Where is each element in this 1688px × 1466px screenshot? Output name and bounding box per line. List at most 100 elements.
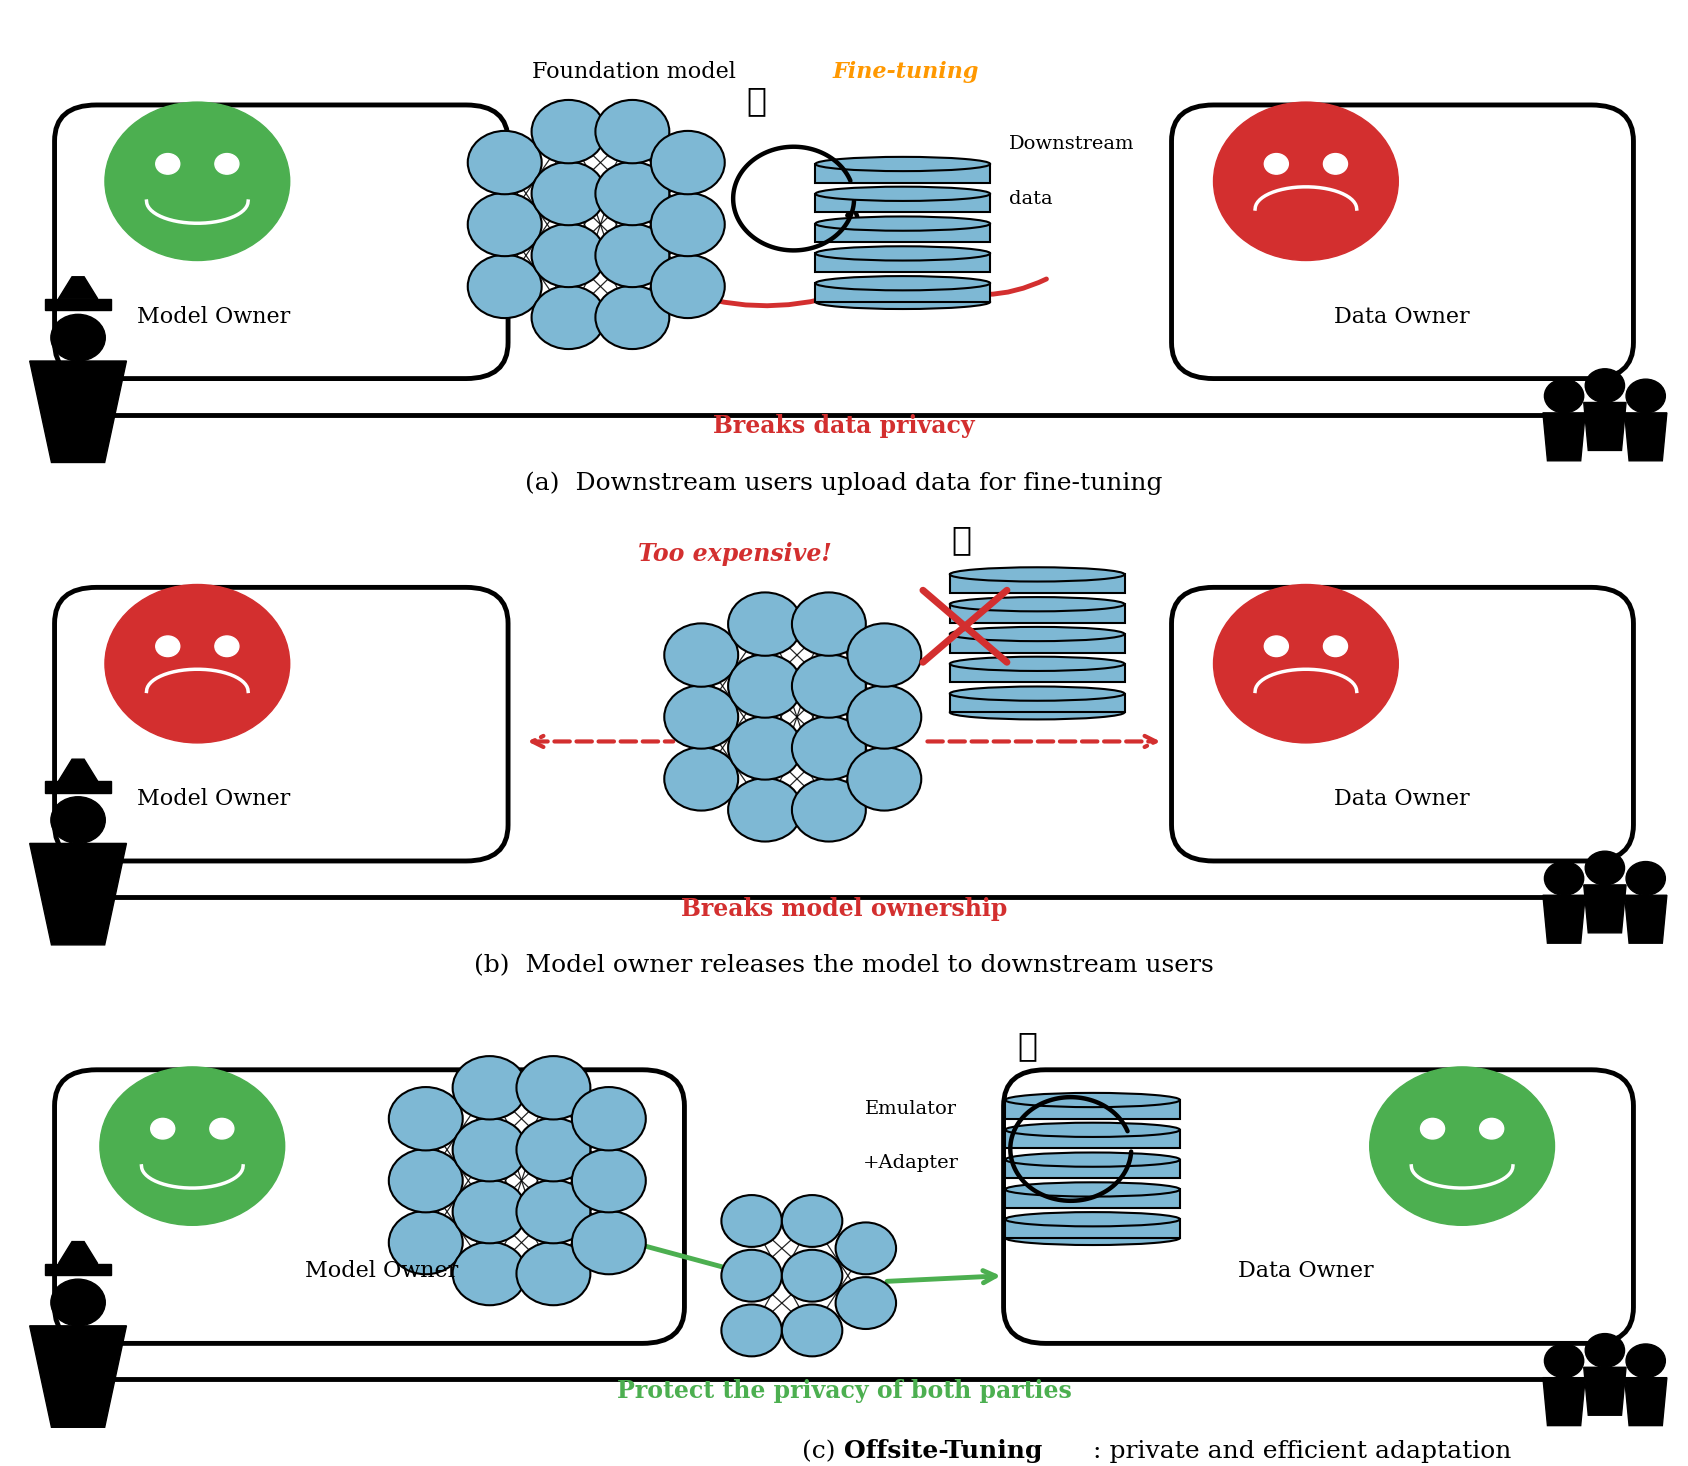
Ellipse shape [1006,1123,1180,1138]
Circle shape [105,103,290,261]
Circle shape [782,1195,842,1248]
Polygon shape [59,277,98,299]
Circle shape [782,1250,842,1302]
Circle shape [1323,154,1347,174]
Circle shape [452,1119,527,1182]
Ellipse shape [950,686,1124,701]
Circle shape [1214,103,1398,261]
Circle shape [652,194,724,257]
Bar [950,664,1124,683]
Polygon shape [30,843,127,946]
Polygon shape [59,1242,98,1264]
Polygon shape [1543,1378,1585,1425]
Bar [950,604,1124,623]
Ellipse shape [950,657,1124,671]
Circle shape [1264,636,1288,657]
Bar [1006,1220,1180,1237]
Circle shape [155,154,181,174]
Circle shape [721,1250,782,1302]
Ellipse shape [1006,1152,1180,1167]
Circle shape [782,1305,842,1356]
Polygon shape [1583,403,1626,450]
Circle shape [150,1119,176,1139]
Bar [950,633,1124,652]
Circle shape [105,585,290,743]
Circle shape [209,1119,235,1139]
Text: 🔥: 🔥 [746,84,766,117]
Circle shape [792,778,866,841]
Bar [815,254,991,273]
Circle shape [596,286,670,349]
Circle shape [792,592,866,655]
Polygon shape [30,1325,127,1428]
Circle shape [728,592,802,655]
Text: : private and efficient adaptation: : private and efficient adaptation [1092,1440,1511,1463]
Polygon shape [1624,896,1666,943]
Circle shape [847,623,922,686]
Text: Data Owner: Data Owner [1334,305,1470,328]
Bar [950,693,1124,712]
Polygon shape [30,361,127,462]
Text: Model Owner: Model Owner [137,789,290,811]
Circle shape [517,1056,591,1120]
Circle shape [155,636,181,657]
Text: Data Owner: Data Owner [1237,1261,1374,1283]
Circle shape [1545,380,1583,413]
Bar [1006,1160,1180,1179]
Circle shape [792,717,866,780]
Bar [950,575,1124,594]
Polygon shape [1543,413,1585,460]
Circle shape [51,314,105,361]
Text: Protect the privacy of both parties: Protect the privacy of both parties [616,1380,1072,1403]
Text: (a)  Downstream users upload data for fine-tuning: (a) Downstream users upload data for fin… [525,472,1163,496]
Ellipse shape [1006,1092,1180,1107]
Text: Emulator: Emulator [866,1100,957,1117]
Ellipse shape [950,627,1124,641]
Text: Offsite-Tuning: Offsite-Tuning [844,1440,1043,1463]
Polygon shape [1583,1368,1626,1415]
Circle shape [665,623,738,686]
Circle shape [1626,380,1666,413]
Polygon shape [1543,896,1585,943]
Circle shape [1545,1344,1583,1378]
Circle shape [596,224,670,287]
Circle shape [728,778,802,841]
Bar [815,164,991,183]
Text: Model Owner: Model Owner [137,305,290,328]
Circle shape [652,130,724,195]
Ellipse shape [1006,1182,1180,1196]
Text: data: data [1009,189,1052,208]
Ellipse shape [815,157,991,172]
Circle shape [388,1088,463,1151]
Circle shape [1626,862,1666,896]
Circle shape [596,100,670,163]
Ellipse shape [950,567,1124,582]
Circle shape [596,161,670,226]
Circle shape [721,1195,782,1248]
Polygon shape [1583,885,1626,932]
Text: Foundation model: Foundation model [532,62,736,84]
Text: (c): (c) [802,1440,844,1463]
Circle shape [517,1180,591,1243]
Ellipse shape [1006,1231,1180,1245]
Ellipse shape [815,276,991,290]
Text: Breaks model ownership: Breaks model ownership [680,897,1008,921]
Circle shape [847,685,922,749]
Circle shape [51,1280,105,1325]
Circle shape [452,1242,527,1305]
Ellipse shape [815,217,991,230]
Circle shape [517,1119,591,1182]
Circle shape [847,748,922,811]
Circle shape [1421,1119,1445,1139]
Circle shape [1369,1067,1555,1226]
Circle shape [452,1180,527,1243]
Circle shape [452,1056,527,1120]
Text: (b)  Model owner releases the model to downstream users: (b) Model owner releases the model to do… [474,954,1214,978]
Bar [815,194,991,213]
Circle shape [1480,1119,1504,1139]
Text: Downstream: Downstream [1009,135,1134,152]
Circle shape [468,130,542,195]
Bar [1006,1130,1180,1148]
Text: 🔥: 🔥 [1018,1029,1036,1061]
Circle shape [721,1305,782,1356]
